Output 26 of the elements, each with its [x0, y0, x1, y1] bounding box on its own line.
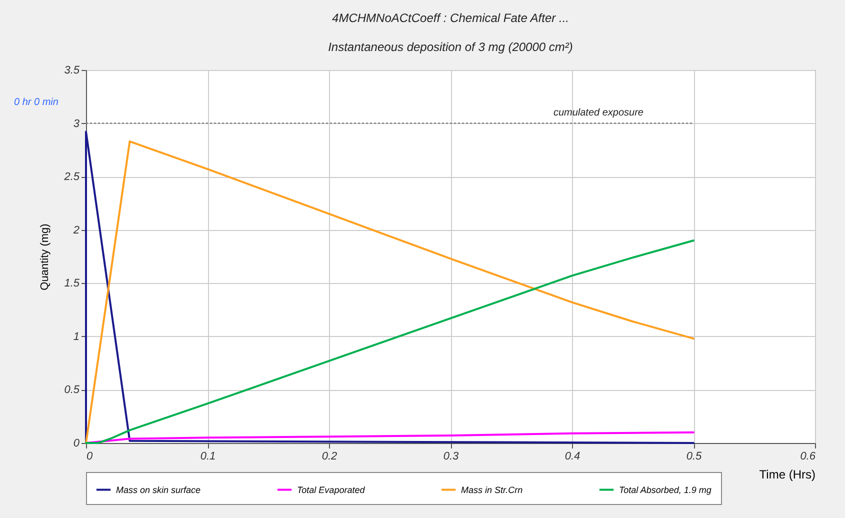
ref-line-label: cumulated exposure: [553, 107, 644, 118]
y-tick-label: 2: [72, 224, 80, 236]
x-tick-label: 0.1: [200, 450, 216, 462]
x-tick-label: 0.5: [686, 450, 703, 462]
legend-label: Total Evaporated: [297, 484, 366, 495]
y-tick-label: 3.5: [64, 64, 80, 76]
y-tick-label: 2.5: [63, 171, 80, 184]
x-tick-label: 0.6: [800, 450, 816, 462]
text: 0 hr 0 min: [14, 97, 59, 108]
line-series: [85, 240, 694, 444]
y-tick-label: 0: [73, 438, 80, 450]
y-tick-label: 0.5: [64, 384, 80, 396]
x-tick-label: 0.3: [443, 450, 460, 462]
chart-subtitle: Instantaneous deposition of 3 mg (20000 cm²): [328, 40, 573, 54]
y-tick-label: 1.5: [64, 278, 80, 290]
chart-title: 4MCHMNoACtCoeff : Chemical Fate After ...: [332, 11, 569, 25]
legend-label: Mass in Str.Crn: [461, 484, 523, 495]
y-axis-title: Quantity (mg): [39, 224, 52, 290]
x-axis-title: Time (Hrs): [759, 468, 816, 482]
y-tick-label: 1: [73, 330, 80, 343]
x-tick-label: 0.4: [564, 450, 580, 462]
y-tick-label: 3: [73, 118, 80, 130]
x-tick-label: 0.2: [322, 450, 338, 462]
legend-label: Mass on skin surface: [116, 484, 201, 495]
legend-label: Total Absorbed, 1.9 mg: [619, 484, 712, 495]
x-tick-label: 0: [86, 450, 94, 462]
